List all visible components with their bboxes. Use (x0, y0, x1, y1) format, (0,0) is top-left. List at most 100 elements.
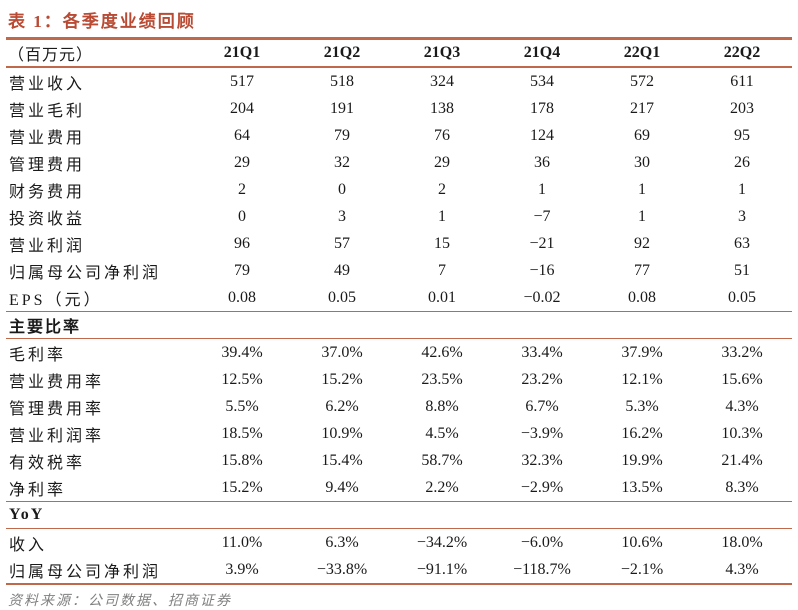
table-row: 营业利润 96 57 15 −21 92 63 (6, 230, 792, 257)
value-cell: −118.7% (492, 556, 592, 585)
column-header: 21Q2 (292, 40, 392, 68)
value-cell: 10.6% (621, 533, 663, 551)
value-cell: 1 (538, 180, 546, 198)
value-cell: 15.2% (221, 478, 263, 496)
value-cell: 29 (234, 153, 250, 171)
report-page: 表 1：各季度业绩回顾 （百万元） 21Q1 21Q2 21Q3 21Q4 22Q1 22Q… (6, 12, 792, 609)
value-cell: 3 (338, 207, 346, 225)
value-cell: −2.1% (592, 556, 692, 585)
table-row: 营业费用 64 79 76 124 69 95 (6, 122, 792, 149)
value-cell: 39.4% (221, 343, 263, 361)
value-cell: −6.0% (520, 533, 564, 551)
value-cell: 0.08 (228, 288, 256, 306)
unit-header: （百万元） (6, 40, 192, 68)
row-label: EPS（元） (9, 291, 103, 309)
value-cell: 4.3% (692, 556, 792, 585)
value-cell: 7 (438, 261, 446, 279)
value-cell: 0 (338, 180, 346, 198)
value-cell: 0.01 (428, 288, 456, 306)
column-header: 21Q3 (392, 40, 492, 68)
value-cell: 30 (634, 153, 650, 171)
row-label: 营业毛利 (9, 102, 86, 120)
row-label: 营业利润 (9, 237, 86, 255)
value-cell: 79 (334, 126, 350, 144)
value-cell: 518 (330, 72, 354, 90)
value-cell: 8.3% (725, 478, 759, 496)
value-cell: 51 (734, 261, 750, 279)
value-cell: 29 (434, 153, 450, 171)
table-body: 营业收入 517 518 324 534 572 611 营业毛利 204 191 138 178 21… (6, 67, 792, 585)
value-cell: 1 (638, 207, 646, 225)
value-cell: 138 (430, 99, 454, 117)
table-row: 财务费用 2 0 2 1 1 1 (6, 176, 792, 203)
value-cell: 37.9% (621, 343, 663, 361)
header-row: （百万元） 21Q1 21Q2 21Q3 21Q4 22Q1 22Q2 (6, 40, 792, 68)
value-cell: 18.0% (721, 533, 763, 551)
row-label: 营业收入 (9, 75, 86, 93)
value-cell: 5.3% (625, 397, 659, 415)
value-cell: 23.5% (421, 370, 463, 388)
row-label: 归属母公司净利润 (9, 264, 162, 282)
value-cell: 32 (334, 153, 350, 171)
value-cell: 16.2% (621, 424, 663, 442)
value-cell: 11.0% (221, 533, 263, 551)
value-cell: 3.9% (192, 556, 292, 585)
value-cell: 18.5% (221, 424, 263, 442)
table-row: 有效税率 15.8% 15.4% 58.7% 32.3% 19.9% 21.4% (6, 447, 792, 474)
value-cell: 15.2% (321, 370, 363, 388)
value-cell: 217 (630, 99, 654, 117)
value-cell: −3.9% (520, 424, 564, 442)
value-cell: −21 (529, 234, 555, 252)
value-cell: 10.9% (321, 424, 363, 442)
value-cell: 1 (638, 180, 646, 198)
value-cell: 6.3% (325, 533, 359, 551)
value-cell: 57 (334, 234, 350, 252)
row-label: 营业费用 (9, 129, 86, 147)
value-cell: −0.02 (523, 288, 561, 306)
value-cell: 96 (234, 234, 250, 252)
table-row: 归属母公司净利润 3.9% −33.8% −91.1% −118.7% −2.1% 4.3% (6, 556, 792, 585)
value-cell: 6.2% (325, 397, 359, 415)
section-header-row: YoY (6, 501, 792, 529)
value-cell: 611 (730, 72, 754, 90)
row-label: 有效税率 (9, 454, 86, 472)
table-row: 管理费用率 5.5% 6.2% 8.8% 6.7% 5.3% 4.3% (6, 393, 792, 420)
value-cell: 204 (230, 99, 254, 117)
table-row: 营业收入 517 518 324 534 572 611 (6, 67, 792, 95)
value-cell: 37.0% (321, 343, 363, 361)
row-label: 管理费用率 (9, 400, 105, 418)
value-cell: 203 (730, 99, 754, 117)
table-row: 营业利润率 18.5% 10.9% 4.5% −3.9% 16.2% 10.3% (6, 420, 792, 447)
row-label: 归属母公司净利润 (6, 556, 192, 585)
value-cell: −16 (529, 261, 555, 279)
table-row: 营业毛利 204 191 138 178 217 203 (6, 95, 792, 122)
quarterly-results-table: （百万元） 21Q1 21Q2 21Q3 21Q4 22Q1 22Q2 营业收入 51 7 518… (6, 40, 792, 585)
value-cell: 534 (530, 72, 554, 90)
value-cell: 42.6% (421, 343, 463, 361)
value-cell: 2 (438, 180, 446, 198)
value-cell: 4.5% (425, 424, 459, 442)
value-cell: 23.2% (521, 370, 563, 388)
value-cell: 76 (434, 126, 450, 144)
value-cell: 1 (438, 207, 446, 225)
value-cell: 6.7% (525, 397, 559, 415)
table-row: 收入 11.0% 6.3% −34.2% −6.0% 10.6% 18.0% (6, 529, 792, 557)
column-header: 21Q4 (492, 40, 592, 68)
value-cell: 15.4% (321, 451, 363, 469)
value-cell: 69 (634, 126, 650, 144)
value-cell: 49 (334, 261, 350, 279)
value-cell: −2.9% (520, 478, 564, 496)
value-cell: 5.5% (225, 397, 259, 415)
row-label: 营业费用率 (9, 373, 105, 391)
value-cell: 2 (238, 180, 246, 198)
row-label: 收入 (9, 536, 48, 554)
value-cell: 10.3% (721, 424, 763, 442)
value-cell: 8.8% (425, 397, 459, 415)
value-cell: 15.6% (721, 370, 763, 388)
value-cell: −7 (533, 207, 551, 225)
value-cell: 63 (734, 234, 750, 252)
value-cell: 0.08 (628, 288, 656, 306)
value-cell: 32.3% (521, 451, 563, 469)
value-cell: 572 (630, 72, 654, 90)
row-label: 毛利率 (9, 346, 67, 364)
